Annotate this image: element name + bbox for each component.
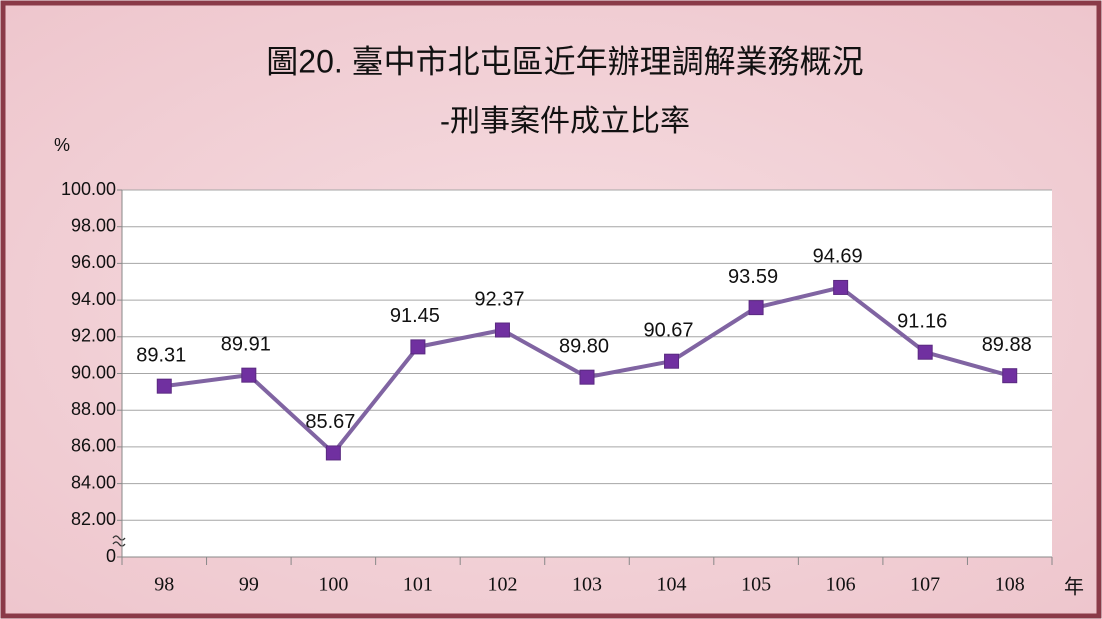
point-marker — [494, 322, 510, 338]
y-tick-label: 90.00 — [71, 362, 116, 382]
data-label: 85.67 — [305, 411, 355, 433]
point-marker — [664, 353, 680, 369]
x-tick-label: 103 — [572, 574, 602, 596]
y-tick-label: 100.00 — [61, 179, 116, 199]
y-tick-label: 82.00 — [71, 509, 116, 529]
data-label: 91.45 — [390, 305, 440, 327]
point-marker — [241, 367, 257, 383]
x-tick-label: 101 — [403, 574, 433, 596]
chart-subtitle: -刑事案件成立比率 — [440, 105, 690, 138]
data-label: 89.31 — [136, 344, 186, 366]
point-marker — [917, 344, 933, 360]
data-label: 94.69 — [813, 246, 863, 268]
y-axis-label: % — [54, 135, 70, 155]
x-tick-label: 104 — [657, 574, 687, 596]
x-tick-label: 99 — [239, 574, 259, 596]
point-marker — [410, 339, 426, 355]
point-marker — [833, 279, 849, 295]
data-label: 90.67 — [644, 319, 694, 341]
x-tick-label: 108 — [995, 574, 1025, 596]
data-label: 93.59 — [728, 266, 778, 288]
y-tick-label: 86.00 — [71, 436, 116, 456]
x-tick-label: 100 — [318, 574, 348, 596]
data-label: 89.88 — [982, 334, 1032, 356]
point-marker — [325, 445, 341, 461]
y-tick-label: 96.00 — [71, 252, 116, 272]
y-tick-label: 94.00 — [71, 289, 116, 309]
chart-title: 圖20. 臺中市北屯區近年辦理調解業務概況 — [266, 43, 863, 79]
x-tick-label: 106 — [826, 574, 856, 596]
x-axis-label: 年 — [1064, 575, 1084, 598]
axis-break — [112, 535, 126, 547]
y-tick-label: 98.00 — [71, 215, 116, 235]
point-marker — [156, 378, 172, 394]
data-label: 92.37 — [474, 288, 524, 310]
y-tick-label: 88.00 — [71, 399, 116, 419]
data-label: 91.16 — [897, 310, 947, 332]
x-tick-label: 105 — [741, 574, 771, 596]
x-tick-label: 98 — [154, 574, 174, 596]
data-label: 89.80 — [559, 335, 609, 357]
point-marker — [1002, 368, 1018, 384]
point-marker — [748, 300, 764, 316]
x-tick-label: 102 — [487, 574, 517, 596]
y-tick-label: 92.00 — [71, 326, 116, 346]
y-tick-label: 0 — [106, 546, 116, 566]
point-marker — [579, 369, 595, 385]
x-tick-label: 107 — [910, 574, 940, 596]
data-label: 89.91 — [221, 333, 271, 355]
y-tick-label: 84.00 — [71, 472, 116, 492]
